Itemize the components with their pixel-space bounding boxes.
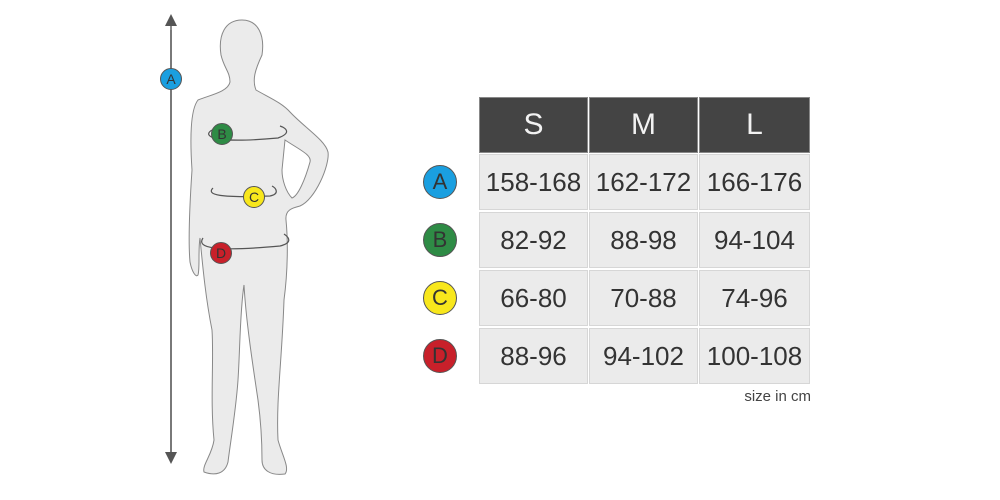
- table-cell: 166-176: [699, 154, 810, 210]
- table-cell: 88-98: [589, 212, 698, 268]
- table-cell: 158-168: [479, 154, 588, 210]
- table-cell: 88-96: [479, 328, 588, 384]
- row-label-c: C: [423, 281, 457, 315]
- table-cell: 74-96: [699, 270, 810, 326]
- hip-line: [201, 233, 290, 250]
- table-cell: 162-172: [589, 154, 698, 210]
- header-size-s: S: [479, 97, 588, 153]
- header-size-l: L: [699, 97, 810, 153]
- table-cell: 94-104: [699, 212, 810, 268]
- table-cell: 94-102: [589, 328, 698, 384]
- marker-a: A: [160, 68, 182, 90]
- table-cell: 82-92: [479, 212, 588, 268]
- unit-note: size in cm: [744, 388, 811, 405]
- marker-c: C: [243, 186, 265, 208]
- row-label-b: B: [423, 223, 457, 257]
- table-cell: 66-80: [479, 270, 588, 326]
- waist-line: [210, 185, 277, 198]
- header-size-m: M: [589, 97, 698, 153]
- marker-d: D: [210, 242, 232, 264]
- row-label-a: A: [423, 165, 457, 199]
- body-silhouette: [165, 14, 329, 475]
- marker-b: B: [211, 123, 233, 145]
- bust-line: [208, 125, 288, 141]
- table-cell: 70-88: [589, 270, 698, 326]
- table-cell: 100-108: [699, 328, 810, 384]
- row-label-d: D: [423, 339, 457, 373]
